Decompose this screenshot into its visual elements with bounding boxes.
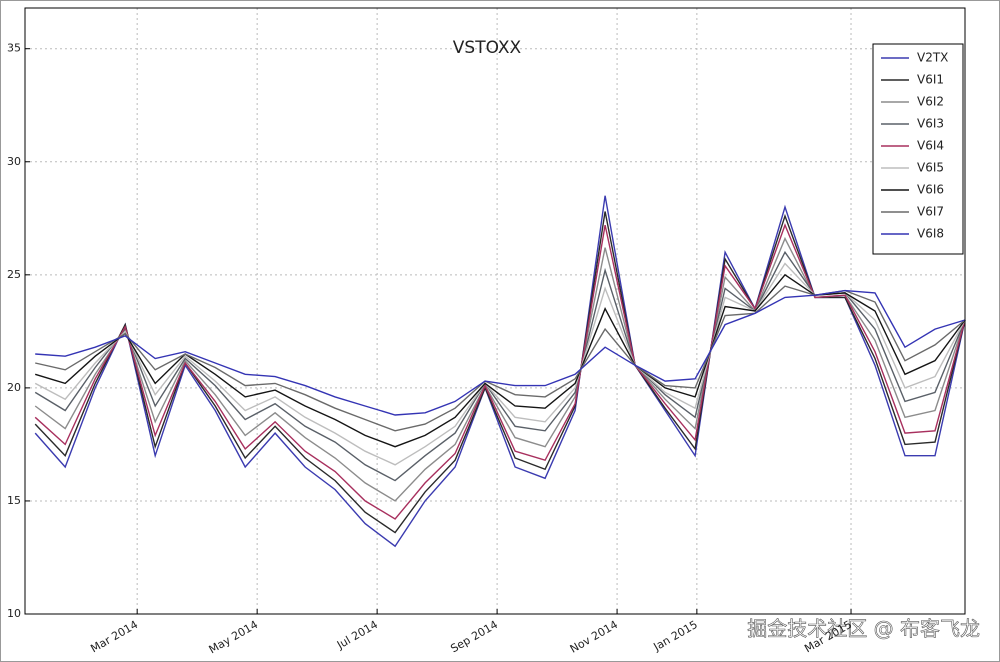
legend-box: [872, 43, 964, 255]
y-tick-label: 15: [7, 494, 21, 507]
y-tick-label: 25: [7, 268, 21, 281]
grid: [25, 8, 965, 615]
series-line: [34, 262, 966, 466]
legend-label: V6I3: [917, 117, 944, 131]
legend-label: V6I1: [917, 73, 944, 87]
plot-area: [24, 7, 966, 615]
legend-label: V2TX: [917, 51, 948, 65]
legend: V2TX V6I1 V6I2 V6I3 V6I4 V6I5 V6I6 V6I7 V6I8: [872, 43, 964, 255]
y-tick-label: 10: [7, 607, 21, 620]
y-tick-label: 35: [7, 42, 21, 55]
y-tick-label: 20: [7, 381, 21, 394]
series-line: [35, 289, 966, 416]
chart-title: VSTOXX: [453, 38, 522, 58]
legend-label: V6I6: [917, 183, 944, 197]
lines: [34, 195, 966, 548]
legend-label: V6I2: [917, 95, 944, 109]
series-line: [34, 250, 966, 482]
legend-label: V6I7: [917, 205, 944, 219]
y-tick-label: 30: [7, 155, 21, 168]
watermark: 掘金技术社区 @ 布客飞龙: [747, 617, 980, 641]
legend-label: V6I5: [917, 161, 944, 175]
series-line: [34, 223, 966, 520]
series-line: [35, 285, 966, 432]
legend-label: V6I4: [917, 139, 944, 153]
series-line: [34, 273, 966, 448]
legend-label: V6I8: [917, 227, 944, 241]
